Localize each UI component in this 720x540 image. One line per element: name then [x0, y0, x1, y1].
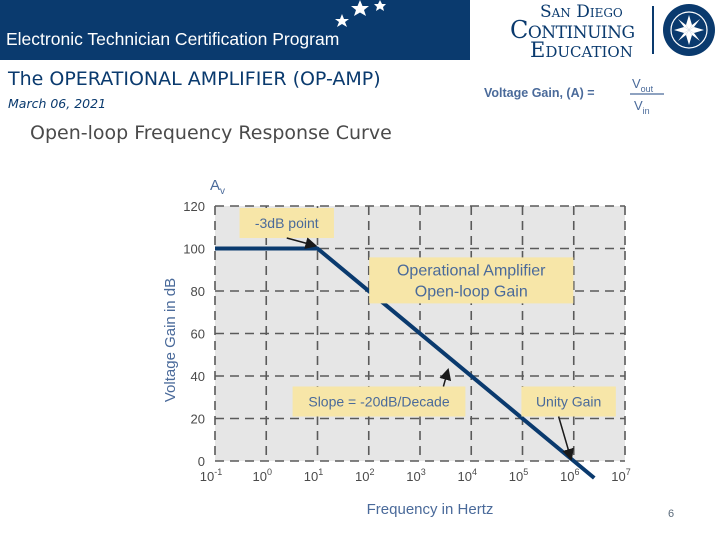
formula-lhs: Voltage Gain, (A) =: [484, 86, 595, 100]
annotation-box: [239, 208, 334, 238]
annotation-text: Operational Amplifier: [397, 262, 546, 279]
y-tick-label: 100: [183, 242, 205, 257]
x-tick-label: 102: [355, 467, 374, 484]
x-tick-label: 101: [304, 467, 323, 484]
voltage-gain-formula: Voltage Gain, (A) = Vout Vin: [484, 76, 664, 116]
formula-denominator: Vin: [634, 98, 650, 116]
x-tick-label: 10-1: [200, 467, 222, 484]
y-tick-label: 40: [191, 369, 205, 384]
annotation-arrow: [286, 237, 318, 249]
annotation-slope: Slope = -20dB/Decade: [292, 367, 466, 417]
logo-line-2: Continuing: [510, 16, 635, 44]
slide-date: March 06, 2021: [8, 96, 107, 111]
slide-title: The OPERATIONAL AMPLIFIER (OP-AMP): [8, 68, 381, 90]
y-tick-label: 0: [198, 454, 205, 469]
logo-divider: [652, 6, 654, 54]
annotation-text: Open-loop Gain: [415, 283, 528, 300]
x-tick-label: 105: [509, 467, 528, 484]
y-tick-label: 120: [183, 199, 205, 214]
page-number: 6: [668, 508, 675, 520]
y-tick-label: 60: [191, 327, 205, 342]
x-tick-label: 106: [560, 467, 579, 484]
annotation-arrow: [557, 416, 574, 461]
annotation-text: Unity Gain: [536, 394, 601, 410]
annotation-box: [369, 257, 574, 304]
y-tick-label: 20: [191, 412, 205, 427]
program-title: Electronic Technician Certification Prog…: [6, 29, 340, 49]
y-tick-label: 80: [191, 284, 205, 299]
open-loop-gain-line: [215, 246, 596, 480]
frequency-response-chart: Av Voltage Gain in dB Frequency in Hertz…: [162, 177, 631, 518]
x-tick-label: 100: [253, 467, 272, 484]
formula-numerator: Vout: [632, 76, 654, 94]
logo-line-3: Education: [530, 38, 633, 62]
x-tick-label: 104: [458, 467, 477, 484]
annotation-unity: Unity Gain: [521, 386, 616, 461]
y-axis-symbol: Av: [210, 177, 225, 197]
star-icon: [335, 14, 349, 27]
x-tick-label: 103: [406, 467, 425, 484]
stars-decoration: [335, 0, 386, 27]
annotation-text: Slope = -20dB/Decade: [308, 394, 449, 410]
annotation-text: -3dB point: [255, 215, 319, 231]
y-axis-label: Voltage Gain in dB: [162, 278, 179, 402]
annotation-box: [292, 386, 466, 417]
logo-line-1: San Diego: [540, 2, 623, 22]
annotation-op: Operational Amplifier Open-loop Gain: [369, 257, 574, 304]
star-icon: [374, 0, 386, 11]
annotation-box: [521, 386, 616, 417]
annotation-3db: -3dB point: [239, 208, 334, 249]
figure-title: Open-loop Frequency Response Curve: [30, 122, 392, 144]
x-axis-label: Frequency in Hertz: [367, 501, 494, 518]
star-icon: [351, 0, 369, 16]
annotation-arrow: [439, 367, 452, 387]
college-seal-icon: [663, 4, 715, 56]
x-tick-label: 107: [611, 467, 630, 484]
